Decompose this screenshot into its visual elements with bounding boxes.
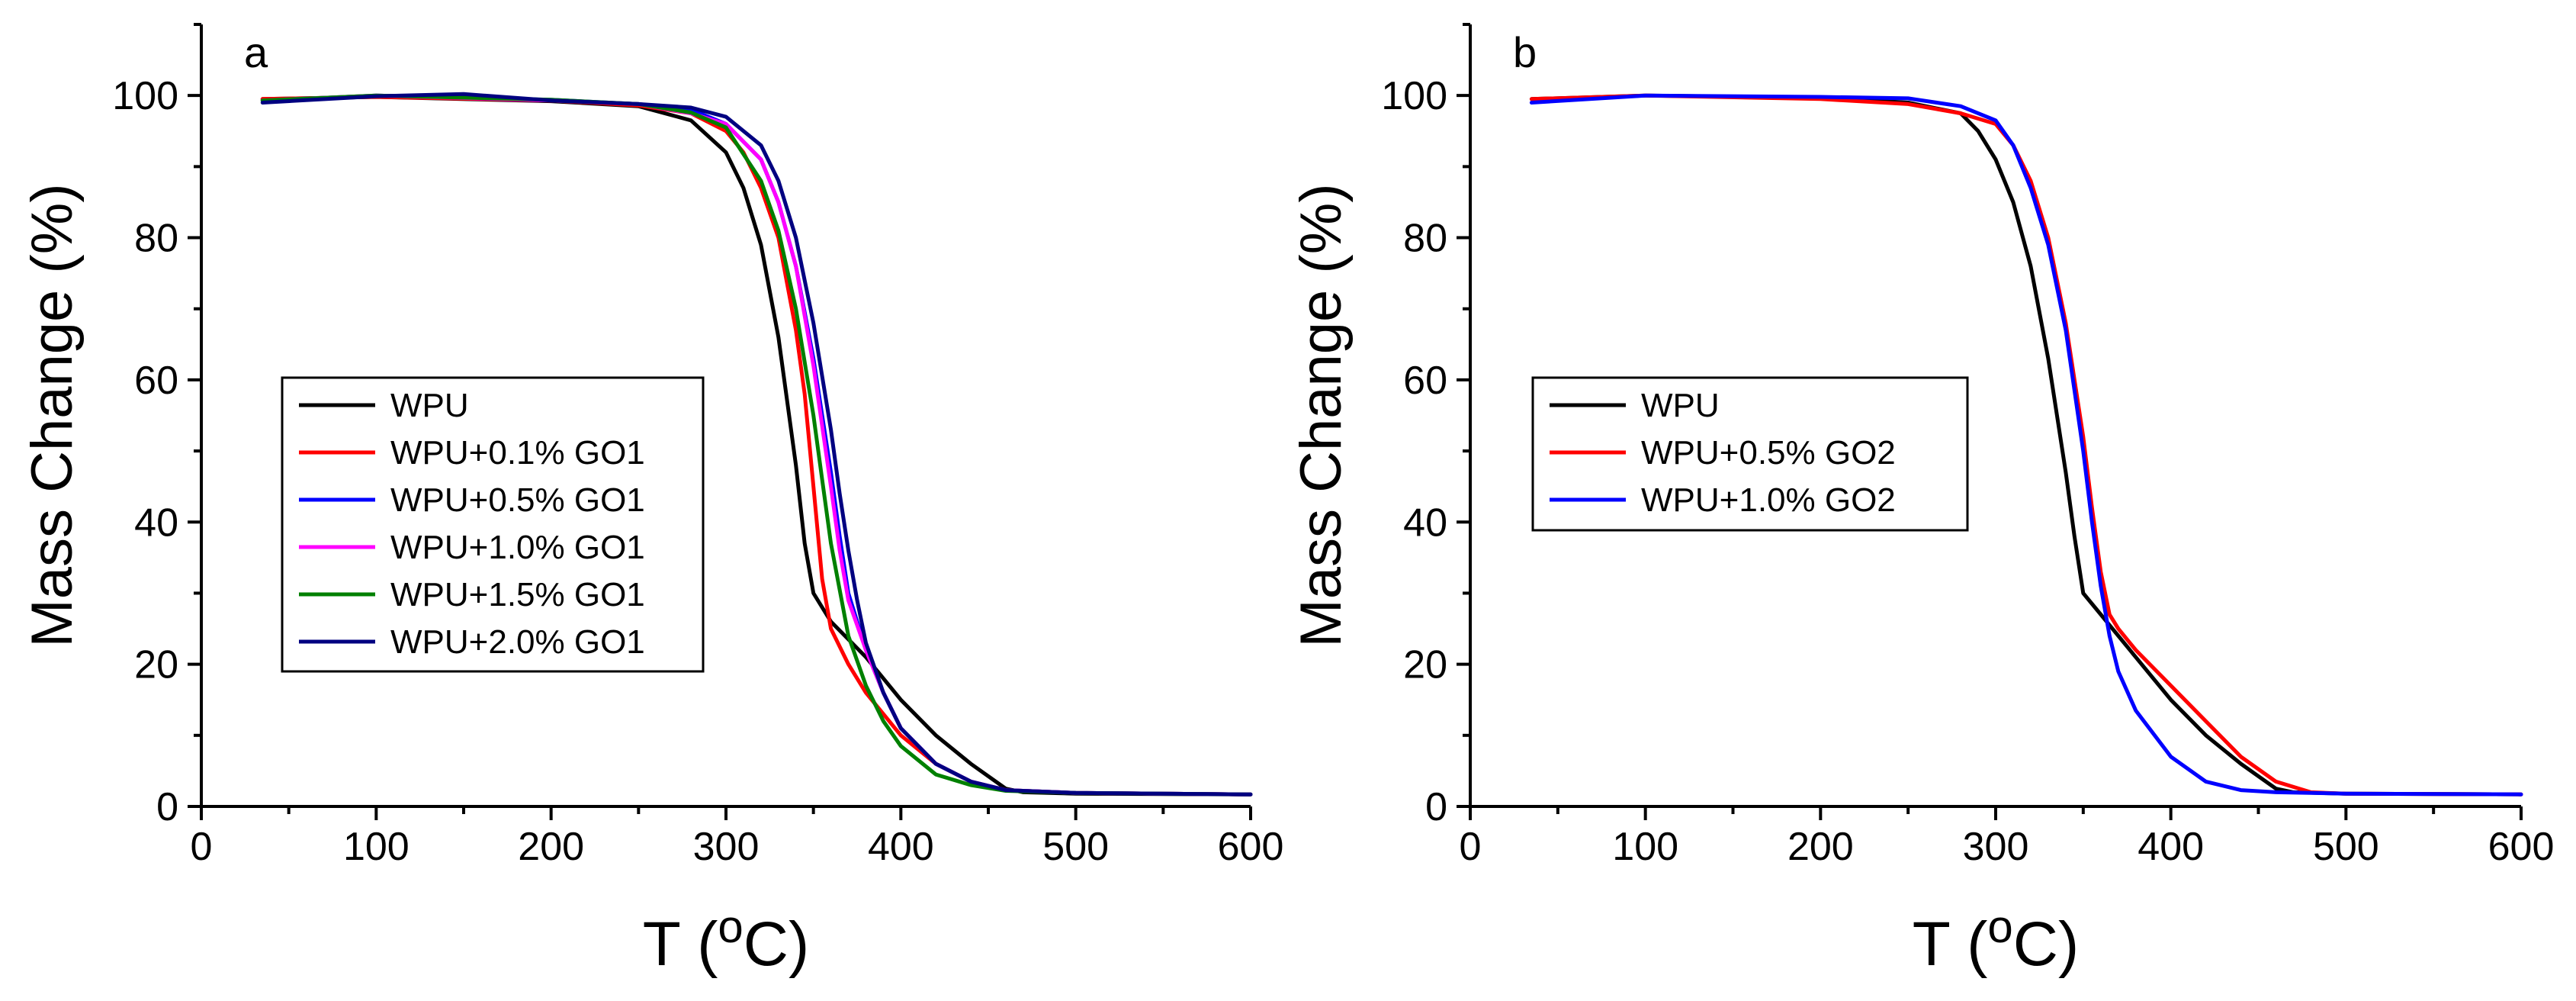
x-tick-label: 100: [343, 825, 410, 869]
x-tick-label: 400: [868, 825, 934, 869]
x-tick-label: 200: [518, 825, 584, 869]
x-tick-label: 0: [1460, 825, 1482, 869]
y-tick-label: 80: [1403, 217, 1447, 261]
y-axis-title: Mass Change (%): [20, 183, 85, 647]
x-axis-title-superscript: o: [718, 901, 743, 952]
x-axis-title-base: T (: [1913, 909, 1988, 979]
legend: WPU WPU+0.5% GO2 WPU+1.0% GO2: [1531, 376, 1969, 532]
y-tick-label: 20: [1403, 643, 1447, 687]
series-line-3: [1529, 93, 2523, 797]
x-axis-title-tail: C): [2013, 909, 2080, 979]
x-tick-label: 200: [1787, 825, 1854, 869]
legend: WPU WPU+0.1% GO1 WPU+0.5% GO1 WPU+1.0% GO1 W…: [281, 376, 705, 673]
legend-label: WPU+2.0% GO1: [390, 623, 645, 661]
y-axis-title: Mass Change (%): [1289, 183, 1354, 647]
x-axis-title-tail: C): [744, 909, 810, 979]
y-tick-label: 40: [1403, 500, 1447, 545]
legend-label: WPU+1.0% GO1: [390, 529, 645, 566]
panel-label: b: [1513, 28, 1537, 76]
y-tick-label: 100: [1381, 74, 1447, 118]
y-tick-label: 0: [156, 785, 178, 829]
legend-label: WPU+1.5% GO1: [390, 576, 645, 613]
series-line-1: [260, 95, 1253, 797]
series-line-6: [260, 92, 1253, 797]
y-tick-label: 60: [134, 359, 178, 403]
y-tick-label: 20: [134, 643, 178, 687]
chart-panel-b: 0 100 200 300 400 500 600 0 20 40 60 80 100 T (oC) Mas…: [1289, 23, 2555, 979]
panel-label: a: [244, 28, 268, 76]
x-tick-label: 0: [191, 825, 213, 869]
y-tick-label: 0: [1425, 785, 1447, 829]
legend-label: WPU+0.5% GO2: [1641, 434, 1896, 472]
x-axis-title-base: T (: [643, 909, 718, 979]
x-axis-title: T (oC): [1913, 901, 2080, 979]
x-tick-label: 600: [2488, 825, 2555, 869]
legend-label: WPU: [1641, 387, 1720, 424]
x-tick-label: 300: [693, 825, 760, 869]
legend-box: [281, 376, 705, 673]
legend-label: WPU+0.1% GO1: [390, 434, 645, 472]
x-tick-label: 600: [1218, 825, 1284, 869]
legend-box: [1531, 376, 1969, 532]
x-tick-label: 500: [1042, 825, 1109, 869]
y-tick-label: 100: [112, 74, 178, 118]
x-tick-label: 500: [2313, 825, 2379, 869]
x-tick-label: 100: [1612, 825, 1678, 869]
x-tick-label: 400: [2138, 825, 2204, 869]
x-axis-title-superscript: o: [1987, 901, 2012, 952]
y-tick-label: 60: [1403, 359, 1447, 403]
legend-label: WPU+0.5% GO1: [390, 481, 645, 519]
chart-panel-a: 0 100 200 300 400 500 600 0 20 40 60 80 100 T (oC) Mas…: [20, 23, 1284, 979]
x-tick-label: 300: [1963, 825, 2029, 869]
legend-label: WPU+1.0% GO2: [1641, 481, 1896, 519]
legend-label: WPU: [390, 387, 469, 424]
y-tick-label: 40: [134, 500, 178, 545]
y-tick-label: 80: [134, 217, 178, 261]
x-axis-title: T (oC): [643, 901, 810, 979]
